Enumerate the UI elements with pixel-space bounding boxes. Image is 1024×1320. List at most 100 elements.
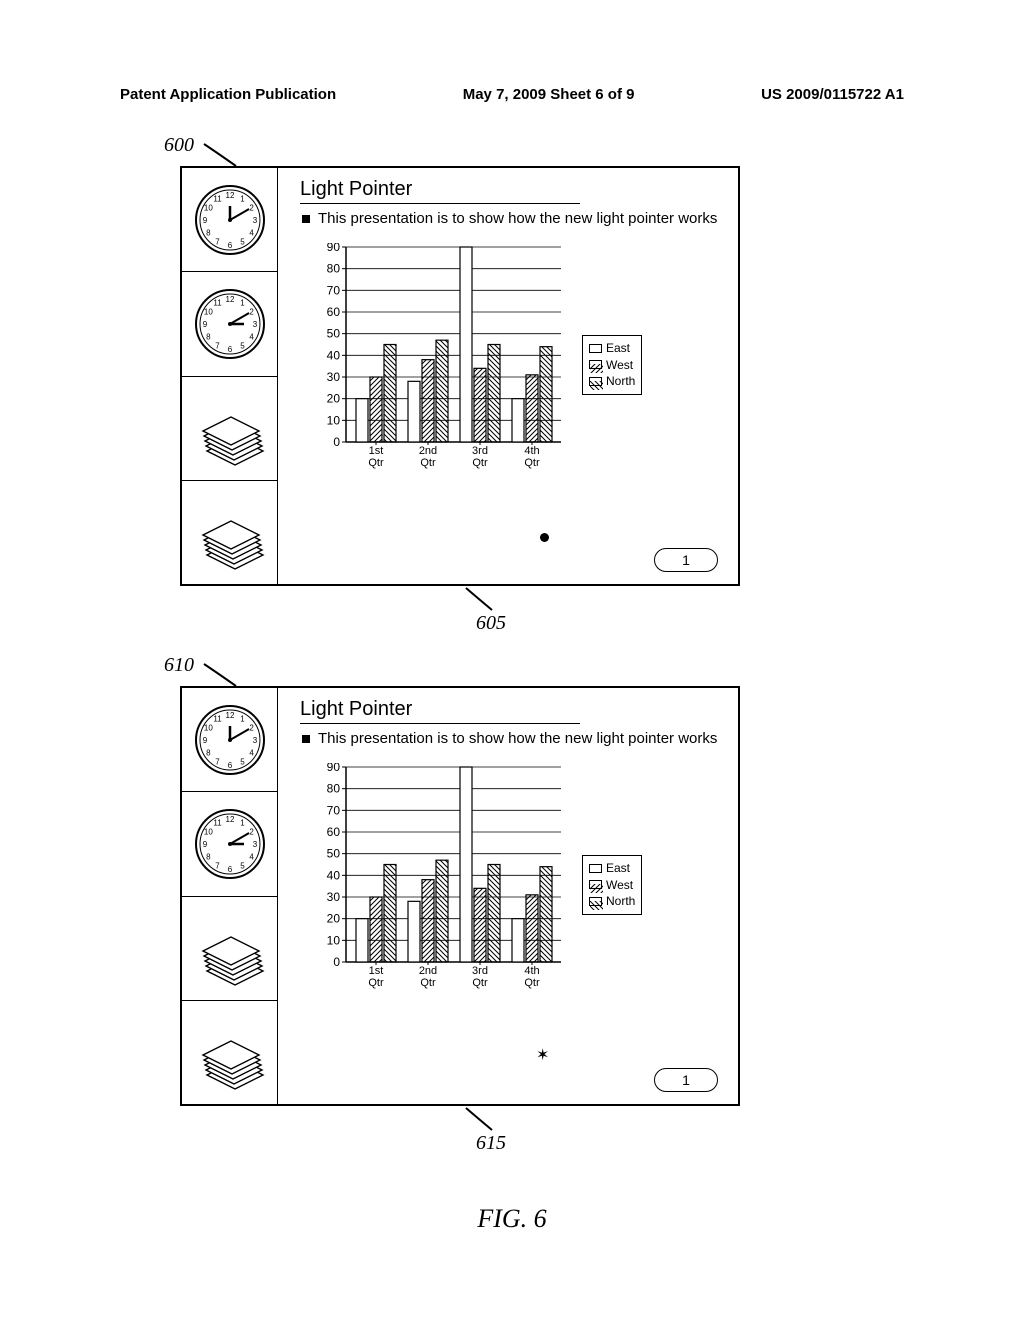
legend: East West North [582, 335, 642, 395]
svg-text:9: 9 [202, 840, 207, 849]
legend-label: East [606, 340, 630, 357]
svg-text:4th: 4th [524, 965, 539, 977]
svg-text:40: 40 [327, 868, 341, 882]
pointer-star: ✶ [536, 1048, 549, 1064]
screen-610: 121234567891011 121234567891011 [180, 686, 740, 1106]
legend-label: West [606, 357, 633, 374]
svg-text:3rd: 3rd [472, 445, 488, 457]
svg-text:9: 9 [202, 736, 207, 745]
legend-item: West [589, 877, 635, 894]
thumb-clock-3[interactable]: 121234567891011 [182, 272, 277, 376]
svg-text:0: 0 [333, 435, 340, 449]
screen-600: 121234567891011 121234567891011 [180, 166, 740, 586]
svg-text:4: 4 [249, 852, 254, 861]
svg-text:11: 11 [213, 714, 222, 723]
bullet-text: This presentation is to show how the new… [318, 210, 717, 229]
svg-text:8: 8 [206, 852, 211, 861]
thumb-clock-12[interactable]: 121234567891011 [182, 168, 277, 272]
thumb-stack-1[interactable] [182, 897, 277, 1001]
figures-container: 600 121234567891011 121234567891011 [180, 140, 760, 1106]
svg-text:4th: 4th [524, 445, 539, 457]
svg-text:Qtr: Qtr [472, 977, 488, 989]
svg-text:10: 10 [327, 413, 341, 427]
legend-item: East [589, 340, 635, 357]
svg-text:0: 0 [333, 955, 340, 969]
svg-text:2: 2 [249, 307, 254, 316]
legend-label: West [606, 877, 633, 894]
svg-text:8: 8 [206, 228, 211, 237]
svg-text:3: 3 [252, 736, 257, 745]
svg-text:Qtr: Qtr [524, 457, 540, 469]
svg-text:1: 1 [240, 818, 245, 827]
slide-title: Light Pointer [300, 698, 580, 724]
svg-text:7: 7 [215, 342, 220, 351]
slide-bullet: This presentation is to show how the new… [300, 730, 720, 749]
svg-text:12: 12 [225, 711, 234, 720]
svg-text:50: 50 [327, 846, 341, 860]
ref-615: 615 [476, 1132, 506, 1155]
thumb-stack-2[interactable] [182, 481, 277, 584]
svg-text:4: 4 [249, 228, 254, 237]
svg-text:8: 8 [206, 748, 211, 757]
svg-text:5: 5 [240, 862, 245, 871]
svg-text:1: 1 [240, 298, 245, 307]
svg-text:7: 7 [215, 757, 220, 766]
svg-text:12: 12 [225, 191, 234, 200]
svg-text:70: 70 [327, 803, 341, 817]
svg-text:50: 50 [327, 326, 341, 340]
ref-605: 605 [476, 612, 506, 635]
svg-text:Qtr: Qtr [524, 977, 540, 989]
svg-text:70: 70 [327, 283, 341, 297]
svg-text:6: 6 [227, 761, 232, 770]
svg-text:12: 12 [225, 295, 234, 304]
svg-text:5: 5 [240, 757, 245, 766]
bullet-icon [302, 735, 310, 743]
svg-text:10: 10 [327, 933, 341, 947]
thumb-clock-12[interactable]: 121234567891011 [182, 688, 277, 792]
svg-text:3: 3 [252, 216, 257, 225]
legend-label: North [606, 373, 635, 390]
svg-text:Qtr: Qtr [368, 977, 384, 989]
svg-text:80: 80 [327, 261, 341, 275]
svg-text:8: 8 [206, 332, 211, 341]
legend-item: North [589, 893, 635, 910]
figure-caption: FIG. 6 [0, 1204, 1024, 1234]
slide-bullet: This presentation is to show how the new… [300, 210, 720, 229]
bar-chart: 01020304050607080901stQtr2ndQtr3rdQtr4th… [318, 763, 568, 993]
svg-text:20: 20 [327, 391, 341, 405]
svg-text:90: 90 [327, 243, 341, 254]
slide-area: Light Pointer This presentation is to sh… [278, 168, 738, 584]
svg-text:40: 40 [327, 348, 341, 362]
leader-615 [462, 1106, 502, 1134]
svg-text:10: 10 [203, 723, 212, 732]
svg-text:1st: 1st [369, 965, 384, 977]
legend-item: East [589, 860, 635, 877]
thumb-stack-2[interactable] [182, 1001, 277, 1104]
svg-text:1st: 1st [369, 445, 384, 457]
svg-text:Qtr: Qtr [420, 977, 436, 989]
slide-title: Light Pointer [300, 178, 580, 204]
legend-label: East [606, 860, 630, 877]
thumbnail-strip: 121234567891011 121234567891011 [182, 168, 278, 584]
legend-item: North [589, 373, 635, 390]
svg-text:5: 5 [240, 237, 245, 246]
thumb-stack-1[interactable] [182, 377, 277, 481]
svg-text:6: 6 [227, 865, 232, 874]
svg-text:7: 7 [215, 862, 220, 871]
svg-text:4: 4 [249, 332, 254, 341]
svg-text:12: 12 [225, 815, 234, 824]
bullet-icon [302, 215, 310, 223]
ref-600: 600 [164, 134, 194, 157]
leader-605 [462, 586, 502, 614]
legend-label: North [606, 893, 635, 910]
svg-text:10: 10 [203, 827, 212, 836]
thumb-clock-3[interactable]: 121234567891011 [182, 792, 277, 896]
bullet-text: This presentation is to show how the new… [318, 730, 717, 749]
svg-text:2nd: 2nd [419, 445, 437, 457]
svg-text:2: 2 [249, 203, 254, 212]
svg-text:30: 30 [327, 370, 341, 384]
legend-item: West [589, 357, 635, 374]
svg-text:6: 6 [227, 241, 232, 250]
svg-text:90: 90 [327, 763, 341, 774]
svg-text:11: 11 [213, 818, 222, 827]
